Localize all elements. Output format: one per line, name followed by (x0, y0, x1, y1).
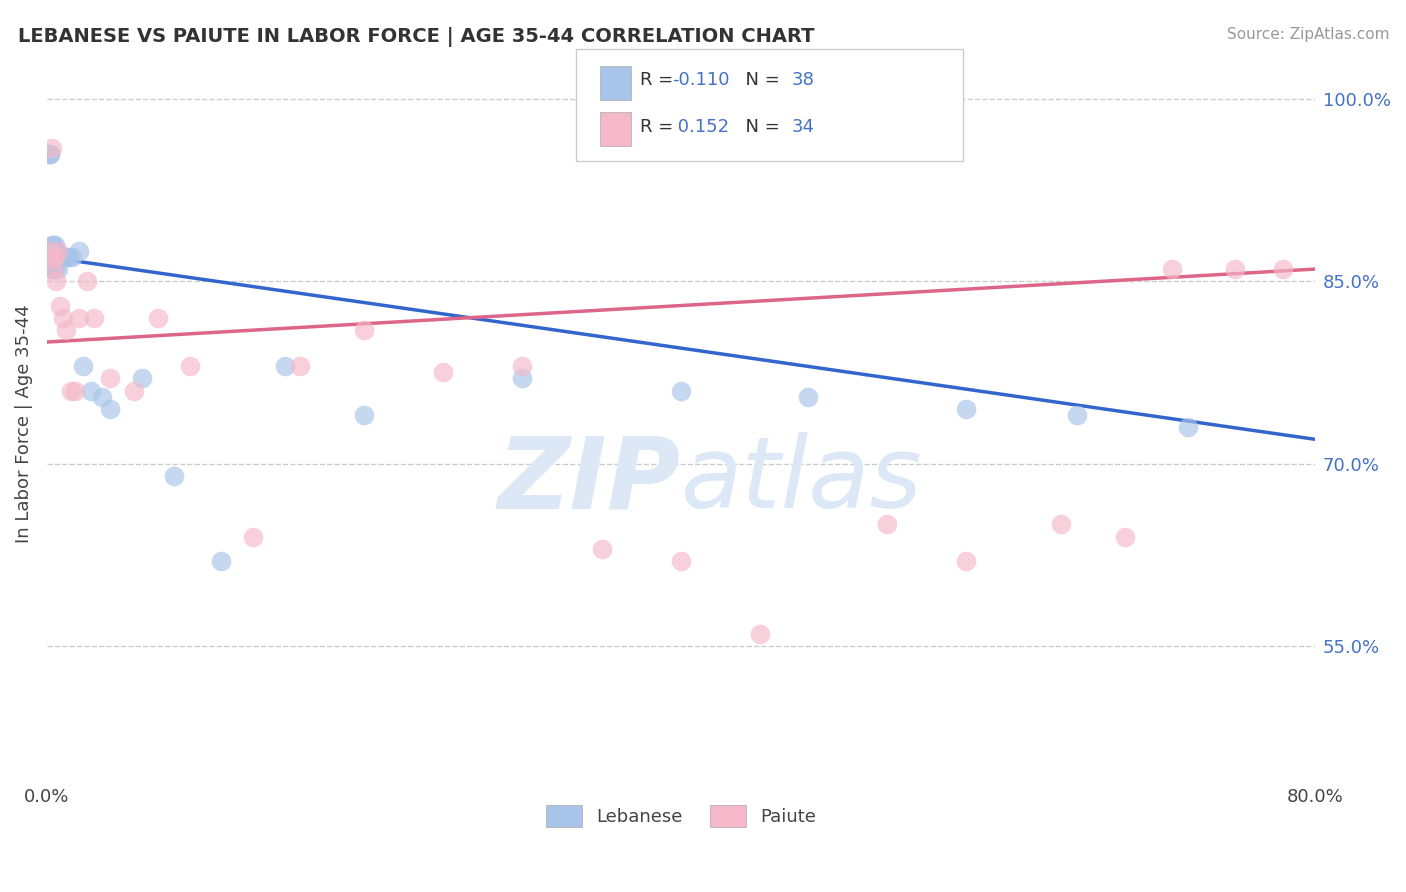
Point (432, 365, 454, 379)
Point (58, 250, 80, 264)
Point (242, 529, 264, 543)
Point (49, 250, 72, 264)
Point (1225, 262, 1247, 277)
Point (510, 371, 533, 385)
Point (1114, 529, 1136, 543)
Point (45, 274, 67, 288)
Point (39, 146, 62, 161)
Point (60, 250, 83, 264)
Point (76, 274, 98, 288)
Point (1271, 262, 1294, 277)
Point (98, 371, 121, 385)
Point (1177, 420, 1199, 434)
Point (146, 310, 169, 325)
Point (39, 146, 62, 161)
Point (42, 262, 65, 277)
Point (749, 626, 772, 640)
Text: N =: N = (734, 71, 786, 89)
Point (55, 250, 77, 264)
Point (98, 401, 121, 416)
Y-axis label: In Labor Force | Age 35-44: In Labor Force | Age 35-44 (15, 305, 32, 543)
Point (131, 371, 153, 385)
Point (37, 146, 59, 161)
Point (796, 390, 818, 404)
Point (42, 250, 65, 264)
Text: N =: N = (734, 119, 786, 136)
Point (41, 250, 63, 264)
Point (1050, 517, 1073, 532)
Point (44, 250, 66, 264)
Point (67, 310, 90, 325)
Point (44, 262, 66, 277)
Point (83, 310, 105, 325)
Point (510, 359, 533, 374)
Point (46, 250, 69, 264)
Point (41, 262, 63, 277)
Point (65, 384, 87, 398)
Point (273, 359, 295, 374)
Point (876, 517, 898, 532)
Point (37, 244, 59, 258)
Point (45, 256, 67, 270)
Point (290, 359, 312, 374)
Text: 0.152: 0.152 (672, 119, 730, 136)
Point (42, 250, 65, 264)
Point (353, 408, 375, 422)
Point (591, 541, 613, 556)
Legend: Lebanese, Paiute: Lebanese, Paiute (538, 798, 824, 835)
Point (55, 323, 77, 337)
Text: 34: 34 (792, 119, 814, 136)
Point (163, 468, 186, 483)
Point (52, 310, 75, 325)
Point (669, 384, 692, 398)
Point (48, 299, 70, 313)
Point (353, 323, 375, 337)
Point (122, 384, 145, 398)
Point (72, 359, 94, 374)
Point (52, 250, 75, 264)
Text: LEBANESE VS PAIUTE IN LABOR FORCE | AGE 35-44 CORRELATION CHART: LEBANESE VS PAIUTE IN LABOR FORCE | AGE … (18, 27, 815, 46)
Point (42, 262, 65, 277)
Text: ZIP: ZIP (498, 433, 681, 530)
Point (955, 401, 977, 416)
Text: R =: R = (640, 119, 679, 136)
Text: Source: ZipAtlas.com: Source: ZipAtlas.com (1226, 27, 1389, 42)
Point (41, 237, 63, 252)
Text: R =: R = (640, 71, 679, 89)
Point (209, 554, 232, 568)
Point (59, 384, 82, 398)
Point (41, 140, 63, 154)
Point (46, 262, 69, 277)
Point (44, 237, 66, 252)
Point (67, 244, 90, 258)
Text: -0.110: -0.110 (672, 71, 730, 89)
Point (669, 554, 692, 568)
Point (45, 244, 67, 258)
Point (44, 250, 66, 264)
Point (1066, 408, 1088, 422)
Point (955, 554, 977, 568)
Point (80, 384, 103, 398)
Text: 38: 38 (792, 71, 814, 89)
Point (46, 244, 69, 258)
Point (91, 390, 114, 404)
Point (42, 237, 65, 252)
Point (48, 250, 70, 264)
Point (179, 359, 201, 374)
Text: atlas: atlas (681, 433, 922, 530)
Point (1161, 262, 1184, 277)
